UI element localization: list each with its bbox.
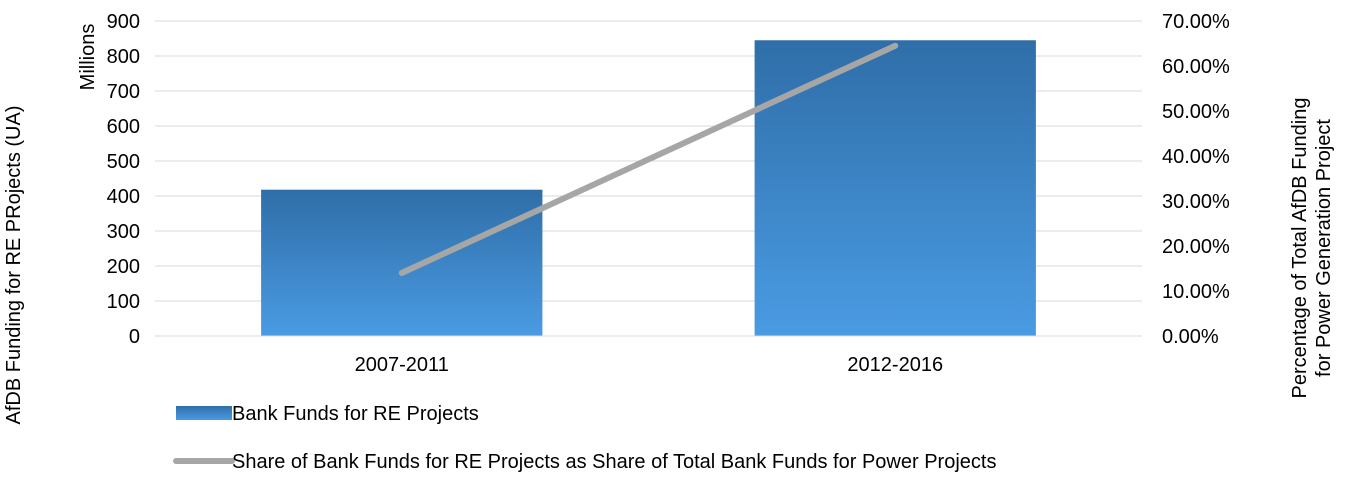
legend: Bank Funds for RE Projects Share of Bank…: [173, 403, 996, 473]
y-tick-label: 600: [107, 116, 140, 138]
y2-axis-title-line-2: for Power Generation Project: [1313, 119, 1335, 377]
y-tick-label: 500: [107, 151, 140, 173]
share-line: [398, 42, 899, 276]
legend-line-label: Share of Bank Funds for RE Projects as S…: [232, 451, 996, 473]
legend-bar-swatch: [176, 406, 232, 420]
y-axis-unit-label: Millions: [77, 24, 99, 91]
y2-tick-label: 50.00%: [1162, 101, 1230, 123]
y-tick-label: 800: [107, 46, 140, 68]
y-tick-label: 700: [107, 81, 140, 103]
bar-2007-2011: [261, 189, 543, 336]
axes: 0 100 200 300 400 500 600 700 800 900 0.00% 10.00% 2…: [107, 11, 1230, 376]
y-tick-label: 0: [129, 326, 140, 348]
y2-axis-title-line-1: Percentage of Total AfDB Funding: [1289, 98, 1311, 399]
bar-series: [261, 40, 1036, 336]
y-tick-label: 100: [107, 291, 140, 313]
y-tick-label: 400: [107, 186, 140, 208]
y-axis-title: AfDB Funding for RE PRojects (UA): [3, 106, 25, 425]
y2-tick-label: 70.00%: [1162, 11, 1230, 33]
y2-tick-label: 20.00%: [1162, 236, 1230, 258]
y-tick-label: 900: [107, 11, 140, 33]
line-series: [398, 42, 899, 276]
y-tick-label: 200: [107, 256, 140, 278]
y2-tick-label: 30.00%: [1162, 191, 1230, 213]
y2-tick-label: 40.00%: [1162, 146, 1230, 168]
y2-tick-label: 60.00%: [1162, 56, 1230, 78]
y2-tick-label: 0.00%: [1162, 326, 1219, 348]
x-tick-label: 2012-2016: [847, 354, 943, 376]
y-tick-label: 300: [107, 221, 140, 243]
bar-2012-2016: [754, 40, 1036, 336]
x-tick-label: 2007-2011: [355, 354, 449, 376]
y2-tick-label: 10.00%: [1162, 281, 1230, 303]
legend-bar-label: Bank Funds for RE Projects: [232, 403, 479, 425]
